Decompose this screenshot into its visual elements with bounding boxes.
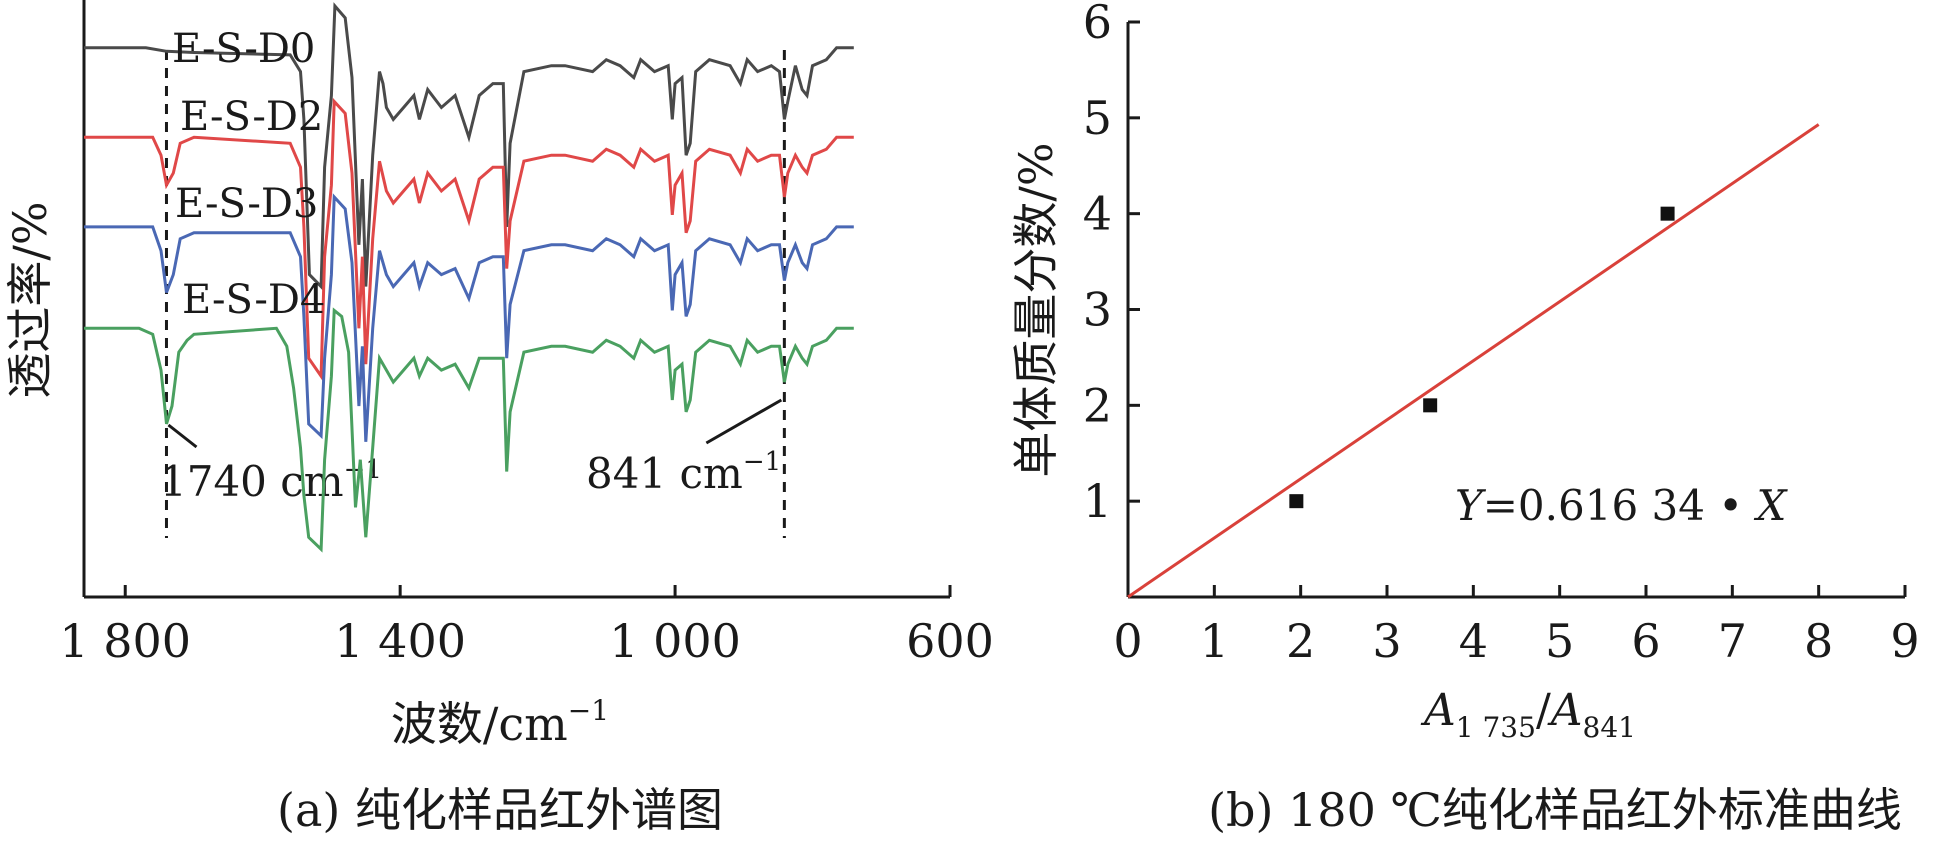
x-tick-label: 6 — [1631, 614, 1660, 668]
panel-b-ylabel: 单体质量分数/% — [1009, 142, 1063, 477]
x-tick-label: 1 400 — [334, 614, 466, 668]
series-line — [84, 307, 854, 553]
panel-a-ticks: 1 800 1 400 1 000 600 — [59, 585, 994, 668]
data-point — [1660, 206, 1675, 221]
panel-b-points — [1289, 206, 1675, 509]
marker-label: 841 cm−1 — [586, 447, 781, 498]
panel-a-chart: 1 800 1 400 1 000 600 1740 cm−1 841 cm−1 E-S… — [3, 0, 994, 837]
panel-b-equation: Y=0.616 34 • X — [1455, 481, 1788, 530]
panel-b-caption: (b) 180 ℃纯化样品红外标准曲线 — [1208, 783, 1902, 837]
series-label: E-S-D3 — [175, 181, 318, 227]
x-tick-label: 7 — [1718, 614, 1747, 668]
x-tick-label: 0 — [1113, 614, 1142, 668]
x-tick-label: 5 — [1545, 614, 1574, 668]
y-tick-label: 3 — [1083, 283, 1112, 337]
y-tick-label: 4 — [1083, 187, 1112, 241]
marker-label: 1740 cm−1 — [160, 455, 382, 506]
x-tick-label: 1 800 — [59, 614, 191, 668]
y-tick-label: 6 — [1083, 0, 1112, 49]
series-label: E-S-D4 — [182, 277, 325, 323]
x-tick-label: 2 — [1286, 614, 1315, 668]
marker-leader — [167, 423, 198, 449]
panel-b-ticks: 0 1 2 3 4 5 6 7 8 9 1 2 3 4 5 6 — [1083, 0, 1920, 668]
x-tick-label: 3 — [1372, 614, 1401, 668]
x-tick-label: 8 — [1804, 614, 1833, 668]
fit-line — [1127, 123, 1820, 599]
panel-a-series-labels: E-S-D0 E-S-D2 E-S-D3 E-S-D4 — [172, 26, 325, 323]
panel-a-ylabel: 透过率/% — [3, 201, 57, 398]
y-tick-label: 2 — [1083, 378, 1112, 432]
x-tick-label: 1 000 — [609, 614, 741, 668]
marker-leader — [705, 398, 783, 445]
data-point — [1289, 494, 1304, 509]
panel-b-chart: 0 1 2 3 4 5 6 7 8 9 1 2 3 4 5 6 Y=0.616 34 • X A1 735/A… — [1009, 0, 1920, 837]
panel-b-fit-line — [1127, 123, 1820, 599]
x-tick-label: 600 — [906, 614, 994, 668]
y-tick-label: 5 — [1083, 91, 1112, 145]
x-tick-label: 1 — [1200, 614, 1229, 668]
series-label: E-S-D0 — [172, 26, 315, 72]
data-point — [1423, 398, 1438, 413]
panel-a-series — [84, 2, 854, 553]
panel-a-xlabel: 波数/cm−1 — [391, 694, 609, 751]
series-line — [84, 2, 854, 291]
series-line — [84, 193, 854, 442]
series-line — [84, 97, 854, 381]
x-tick-label: 9 — [1890, 614, 1919, 668]
y-tick-label: 1 — [1083, 474, 1112, 528]
panel-b-xlabel: A1 735/A841 — [1420, 685, 1636, 744]
x-tick-label: 4 — [1459, 614, 1488, 668]
panel-a-caption: (a) 纯化样品红外谱图 — [277, 783, 723, 837]
series-label: E-S-D2 — [180, 94, 323, 140]
